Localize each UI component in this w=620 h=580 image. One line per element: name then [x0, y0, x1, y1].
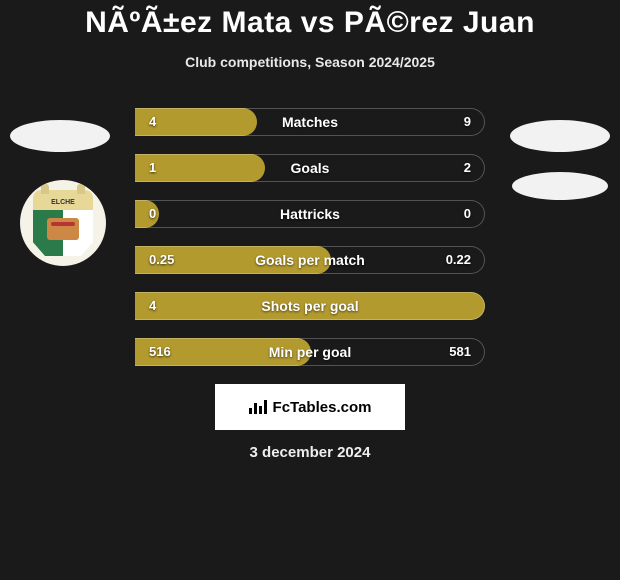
player-left-photo-placeholder — [10, 120, 110, 152]
team-badge-text: ELCHE — [33, 190, 93, 210]
brand-badge: FcTables.com — [215, 384, 405, 430]
stat-bar: 0.25Goals per match0.22 — [135, 246, 485, 274]
stat-bar: 4Shots per goal — [135, 292, 485, 320]
stat-label: Min per goal — [135, 338, 485, 366]
stat-bar: 4Matches9 — [135, 108, 485, 136]
stat-bar: 1Goals2 — [135, 154, 485, 182]
stat-label: Goals — [135, 154, 485, 182]
page-title: NÃºÃ±ez Mata vs PÃ©rez Juan — [0, 0, 620, 40]
date-label: 3 december 2024 — [0, 444, 620, 461]
stat-value-right: 2 — [464, 154, 471, 182]
stat-value-right: 581 — [449, 338, 471, 366]
stat-label: Hattricks — [135, 200, 485, 228]
subtitle: Club competitions, Season 2024/2025 — [0, 54, 620, 70]
brand-text: FcTables.com — [273, 399, 372, 416]
stat-value-right: 9 — [464, 108, 471, 136]
stat-label: Goals per match — [135, 246, 485, 274]
stat-value-right: 0 — [464, 200, 471, 228]
bars-icon — [249, 400, 267, 414]
player-right-photo-placeholder — [510, 120, 610, 152]
stat-bar: 516Min per goal581 — [135, 338, 485, 366]
stat-label: Shots per goal — [135, 292, 485, 320]
player-left-team-badge: ELCHE — [20, 180, 106, 266]
stat-label: Matches — [135, 108, 485, 136]
stats-bars: 4Matches9 1Goals2 0Hattricks0 0.25Goals per… — [135, 108, 485, 366]
player-right-team-badge-placeholder — [512, 172, 608, 200]
stat-value-right: 0.22 — [446, 246, 471, 274]
stat-bar: 0Hattricks0 — [135, 200, 485, 228]
